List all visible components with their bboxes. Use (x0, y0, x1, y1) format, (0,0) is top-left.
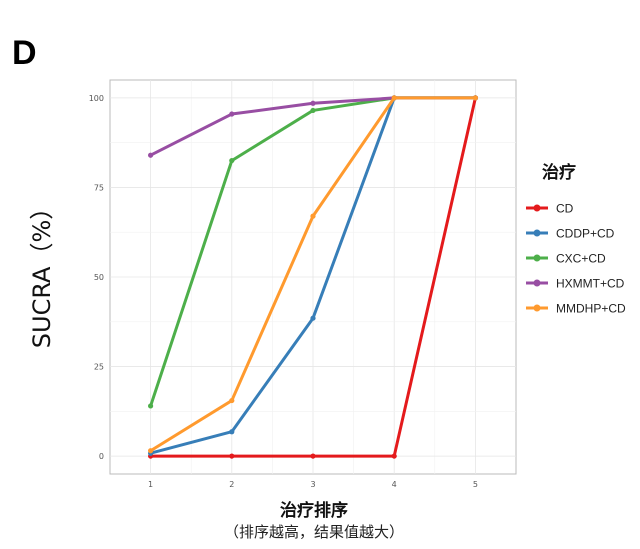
panel-label: D (12, 34, 37, 72)
data-point (472, 95, 478, 101)
data-point (310, 100, 316, 106)
series-layer (148, 95, 478, 459)
x-tick-label: 3 (310, 480, 315, 489)
y-tick-label: 0 (99, 452, 104, 461)
data-point (310, 453, 316, 459)
legend-label: CXC+CD (556, 252, 606, 266)
legend-swatch-point (533, 204, 541, 212)
data-point (148, 448, 154, 454)
legend-swatch-point (533, 229, 541, 237)
legend-label: MMDHP+CD (556, 302, 626, 316)
legend-swatch-point (533, 254, 541, 262)
legend-swatch-point (533, 304, 541, 312)
data-point (229, 429, 235, 435)
series-cd (148, 95, 478, 459)
y-tick-label: 100 (89, 94, 104, 103)
data-point (391, 95, 397, 101)
legend-label: HXMMT+CD (556, 277, 625, 291)
y-tick-label: 25 (94, 363, 104, 372)
legend-item-cddp-cd: CDDP+CD (526, 227, 615, 241)
legend-item-cd: CD (526, 202, 574, 216)
plot-area: 1 2 3 4 5 0 25 50 75 100 (89, 79, 517, 489)
legend-item-hxmmt-cd: HXMMT+CD (526, 277, 625, 291)
y-axis-ticks: 0 25 50 75 100 (89, 94, 104, 461)
data-point (391, 453, 397, 459)
grid-lines (110, 80, 516, 474)
data-point (310, 107, 316, 114)
x-axis-ticks: 1 2 3 4 5 (148, 480, 478, 489)
x-tick-label: 1 (148, 480, 153, 489)
data-point (229, 157, 235, 164)
x-axis-label-note: （排序越高，结果值越大） (224, 523, 404, 541)
data-point (148, 403, 154, 409)
legend-swatch-point (533, 279, 541, 287)
y-axis-label: SUCRA（%） (28, 196, 56, 348)
legend-title: 治疗 (542, 162, 576, 183)
data-point (310, 315, 316, 321)
data-point (148, 152, 154, 158)
series-mmdhp-cd (148, 95, 478, 454)
data-point (229, 397, 235, 404)
data-point (229, 111, 235, 117)
x-tick-label: 5 (473, 480, 478, 489)
legend-label: CD (556, 202, 574, 216)
x-tick-label: 4 (392, 480, 397, 489)
data-point (229, 453, 235, 459)
legend-item-mmdhp-cd: MMDHP+CD (526, 302, 626, 316)
data-point (310, 213, 316, 219)
legend-label: CDDP+CD (556, 227, 615, 241)
y-tick-label: 50 (94, 273, 104, 282)
x-tick-label: 2 (229, 480, 234, 489)
y-tick-label: 75 (94, 183, 104, 192)
legend: 治疗 CD CDDP+CD CXC+CD HXMMT+CD MMDHP+CD (526, 162, 626, 316)
legend-items: CD CDDP+CD CXC+CD HXMMT+CD MMDHP+CD (526, 202, 626, 316)
x-axis-label: 治疗排序 (280, 500, 348, 521)
legend-item-cxc-cd: CXC+CD (526, 252, 606, 266)
